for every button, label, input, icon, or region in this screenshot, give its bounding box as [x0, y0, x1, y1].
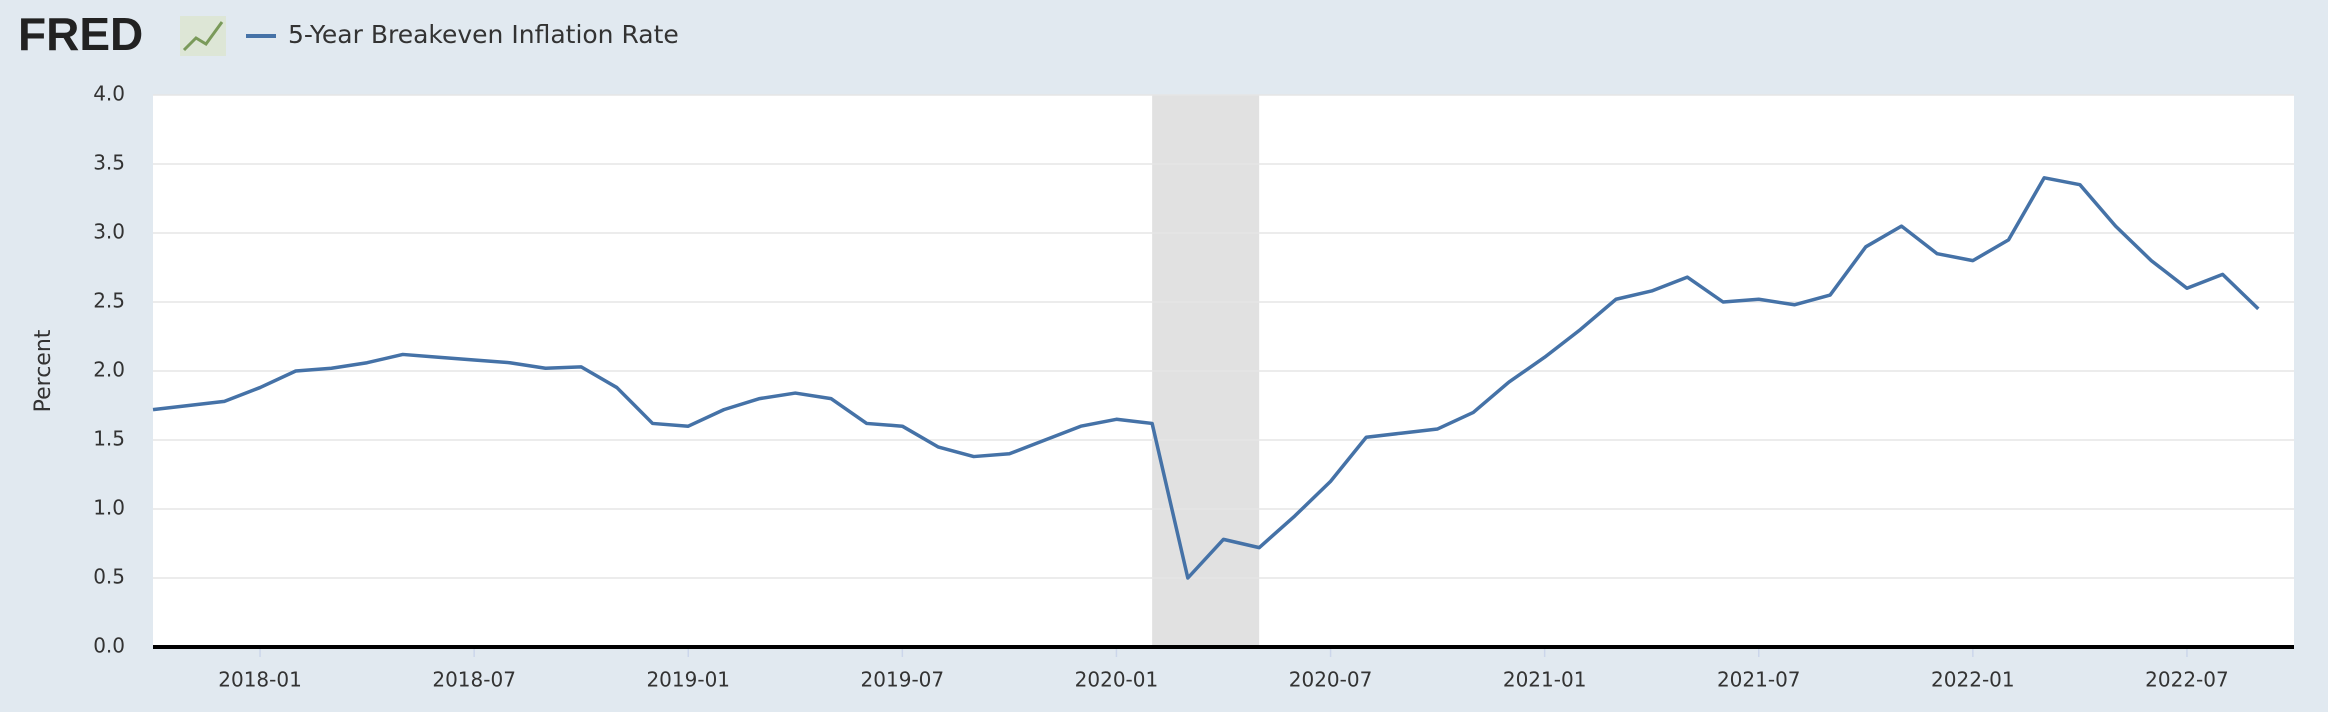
x-tick-label: 2022-07	[2145, 668, 2229, 692]
x-tick-label: 2019-01	[646, 668, 730, 692]
x-tick-label: 2018-07	[432, 668, 516, 692]
y-axis-label: Percent	[31, 329, 56, 412]
x-tick-label: 2021-07	[1717, 668, 1801, 692]
y-tick-label: 0.5	[93, 565, 125, 589]
x-tick-label: 2019-07	[861, 668, 945, 692]
y-tick-label: 2.5	[93, 289, 125, 313]
x-tick-label: 2020-07	[1289, 668, 1373, 692]
legend-label[interactable]: 5-Year Breakeven Inflation Rate	[288, 20, 679, 49]
logo-icon	[180, 16, 226, 56]
y-tick-label: 1.0	[93, 496, 125, 520]
x-tick-label: 2022-01	[1931, 668, 2015, 692]
x-tick-label: 2021-01	[1503, 668, 1587, 692]
y-tick-label: 3.0	[93, 220, 125, 244]
logo[interactable]: FRED	[18, 8, 143, 60]
y-tick-label: 2.0	[93, 358, 125, 382]
x-tick-label: 2020-01	[1075, 668, 1159, 692]
x-tick-label: 2018-01	[218, 668, 302, 692]
data-line	[152, 176, 2260, 580]
y-tick-label: 1.5	[93, 427, 125, 451]
y-tick-label: 0.0	[93, 634, 125, 658]
y-tick-label: 3.5	[93, 151, 125, 175]
y-tick-label: 4.0	[93, 82, 125, 106]
